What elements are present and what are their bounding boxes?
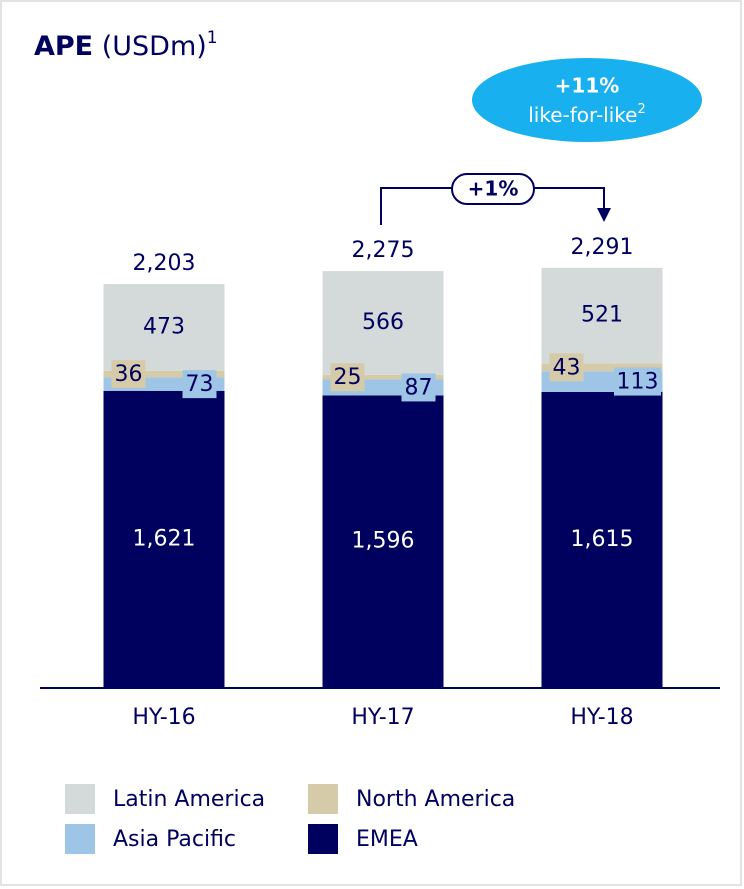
bar-segment: [541, 267, 663, 364]
segment-label: 1,596: [352, 529, 415, 554]
bar-segment: [103, 284, 225, 371]
x-tick-label: HY-16: [132, 705, 195, 730]
segment-label: 1,621: [133, 526, 196, 551]
x-tick-label: HY-18: [570, 705, 633, 730]
segment-label: 473: [143, 314, 185, 339]
chart-title: APE (USDm)1: [34, 28, 218, 62]
total-label: 2,291: [571, 235, 634, 260]
lfl-footnote: 2: [637, 102, 645, 117]
segment-label: 113: [617, 370, 659, 395]
bar-segment: [541, 363, 663, 372]
legend-swatch: [308, 824, 338, 854]
bar-segment: [322, 271, 444, 375]
bar-segment: [322, 395, 444, 688]
total-label: 2,203: [133, 251, 196, 276]
label-box: [182, 370, 217, 399]
segment-label: 73: [186, 372, 214, 397]
legend-label: EMEA: [356, 827, 418, 852]
segment-label: 36: [115, 362, 143, 387]
legend-label: Latin America: [113, 787, 265, 812]
segment-label: 43: [553, 355, 581, 380]
legend-swatch: [65, 784, 95, 814]
title-bold: APE: [34, 31, 93, 62]
arrow-head: [597, 208, 611, 222]
label-box: [330, 363, 365, 392]
title-rest: (USDm): [102, 31, 207, 62]
x-tick-label: HY-17: [351, 705, 414, 730]
label-box: [549, 353, 584, 382]
growth-label: +1%: [468, 177, 519, 201]
lfl-text: like-for-like2: [528, 102, 646, 127]
segment-label: 25: [334, 365, 362, 390]
title-footnote: 1: [207, 28, 218, 48]
bar-segment: [322, 374, 444, 380]
label-box: [401, 373, 436, 402]
label-box: [111, 360, 146, 389]
legend-label: North America: [356, 787, 515, 812]
segment-label: 87: [405, 375, 433, 400]
legend-swatch: [65, 824, 95, 854]
lfl-bubble: [472, 58, 702, 142]
bar-segment: [541, 391, 663, 688]
bar-segment: [103, 390, 225, 688]
legend-label: Asia Pacific: [113, 827, 236, 852]
segment-label: 566: [362, 310, 404, 335]
bar-segment: [103, 370, 225, 378]
lfl-growth: +11%: [555, 74, 620, 98]
segment-label: 1,615: [571, 527, 634, 552]
total-label: 2,275: [352, 238, 415, 263]
segment-label: 521: [581, 303, 623, 328]
legend-swatch: [308, 784, 338, 814]
lfl-label: like-for-like: [528, 103, 637, 127]
label-box: [614, 367, 661, 396]
growth-pill: [451, 173, 535, 205]
